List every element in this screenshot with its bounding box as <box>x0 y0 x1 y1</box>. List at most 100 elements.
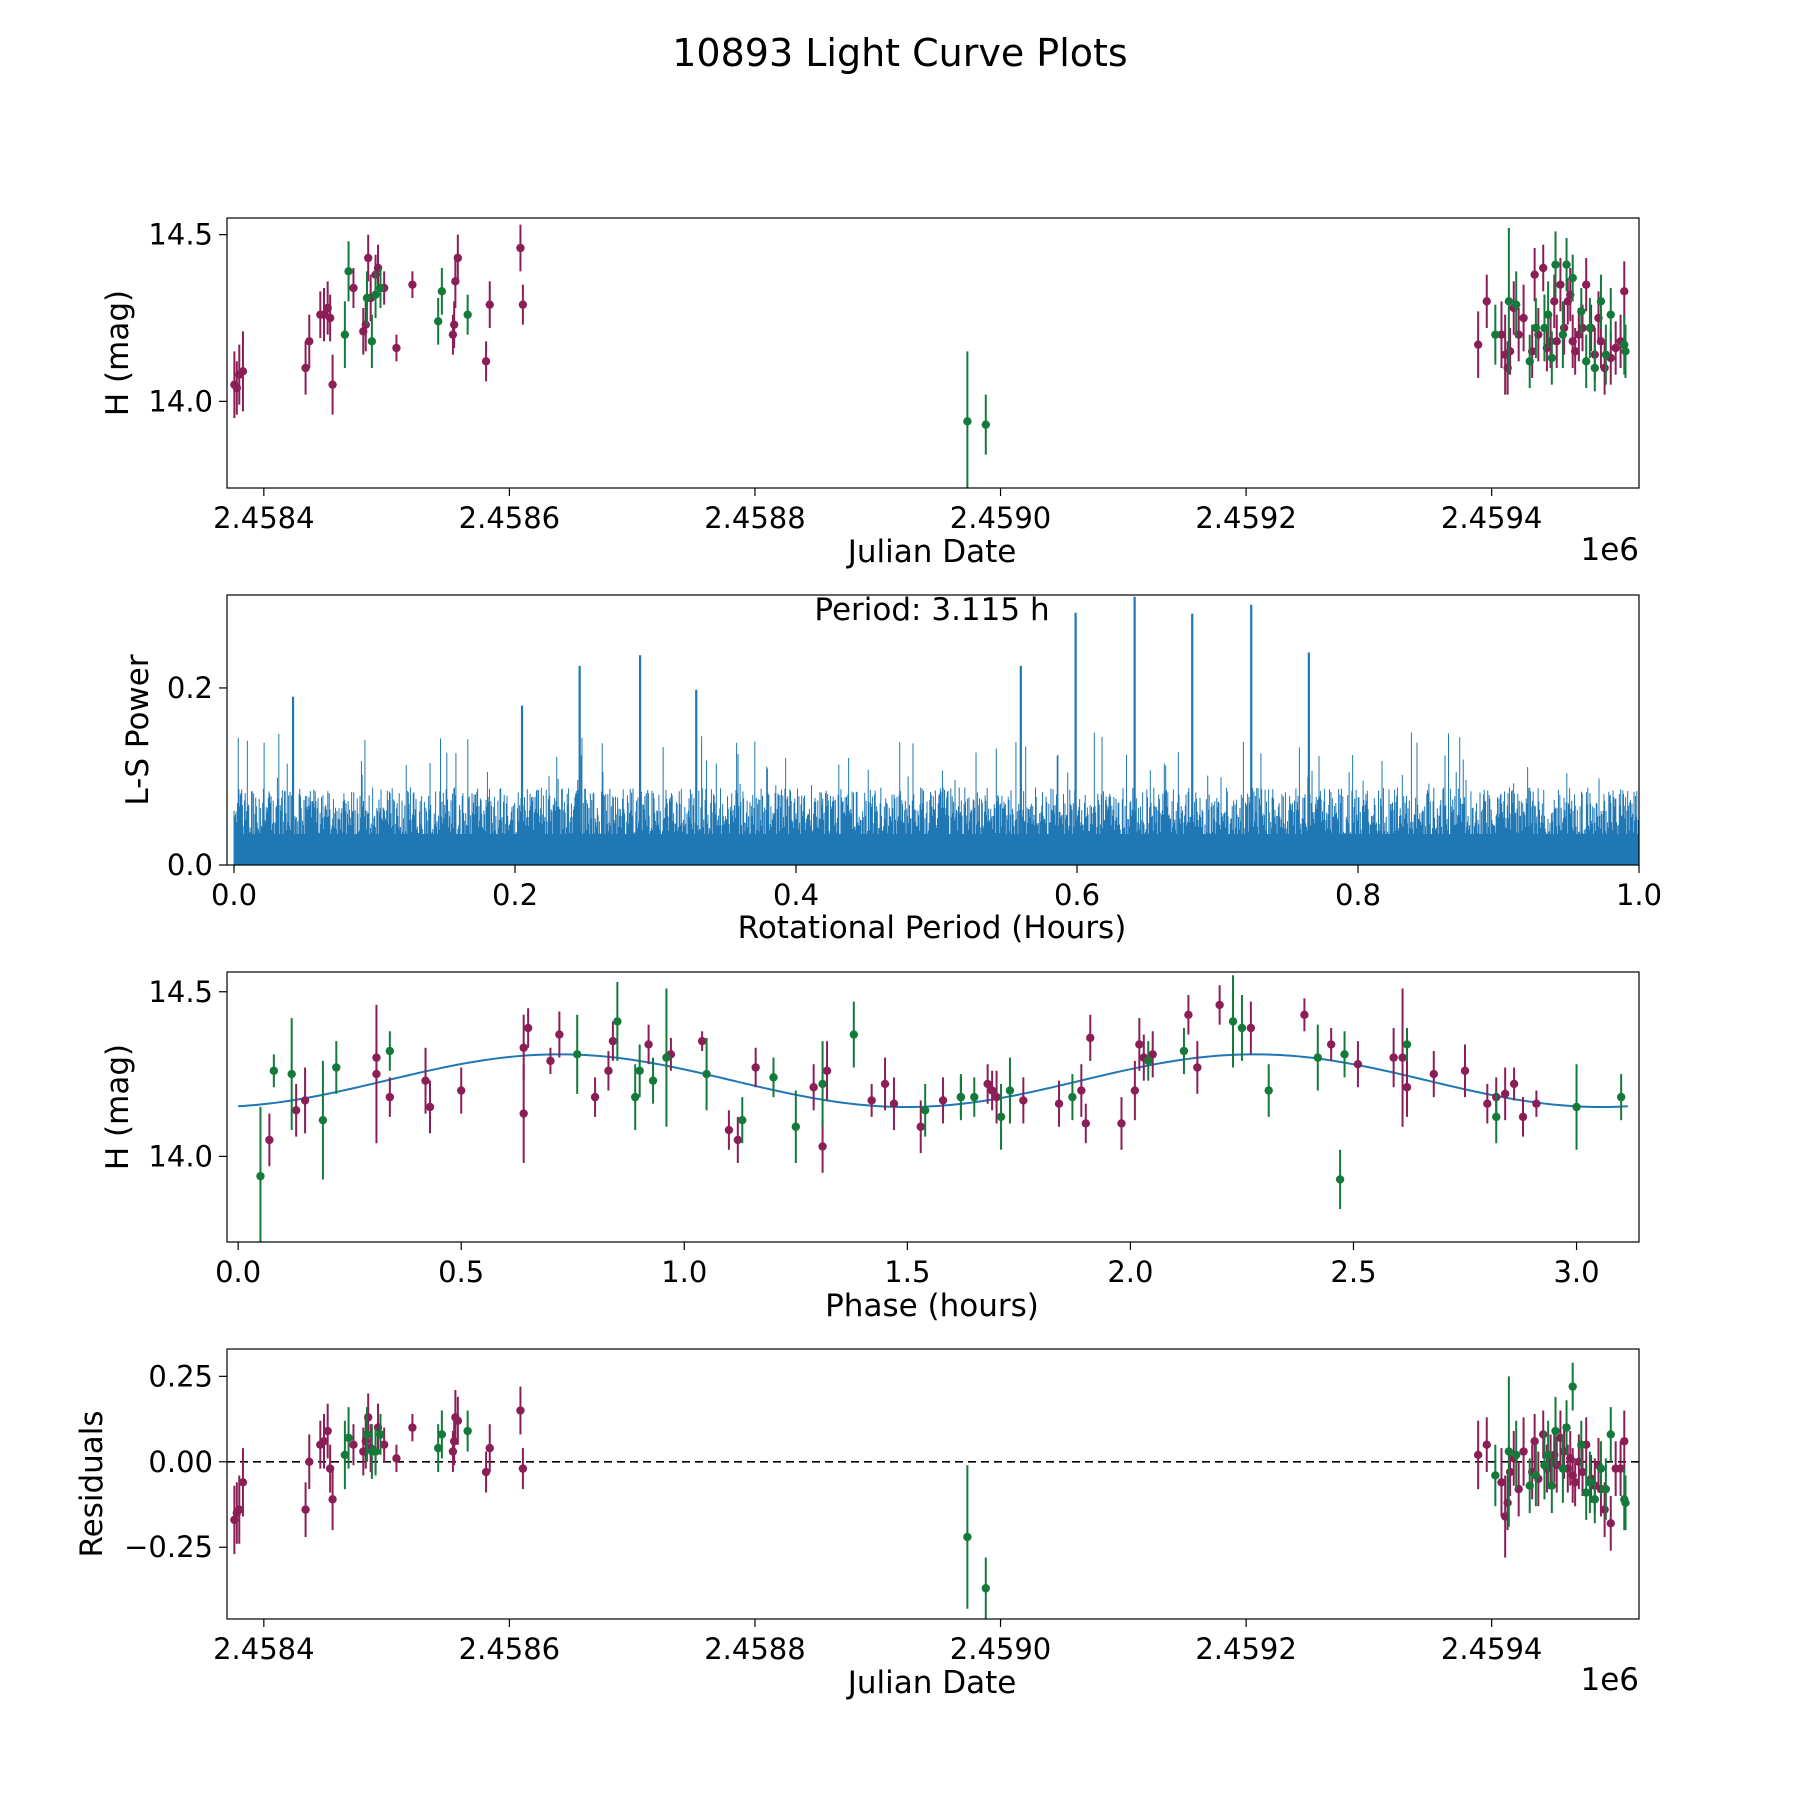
green-data-point <box>996 1112 1006 1122</box>
y-tick-label: 0.0 <box>167 848 213 882</box>
maroon-data-point <box>608 1036 618 1046</box>
maroon-data-point <box>1398 1053 1407 1062</box>
green-data-point <box>371 1447 380 1456</box>
periodogram-line <box>233 732 1640 865</box>
green-data-point <box>635 1066 644 1075</box>
green-data-point <box>318 1115 328 1125</box>
maroon-data-point <box>1532 1099 1541 1108</box>
maroon-data-point <box>1402 1083 1412 1092</box>
maroon-data-point <box>880 1079 890 1089</box>
green-data-point <box>1577 307 1586 316</box>
green-data-point <box>463 1426 472 1436</box>
maroon-data-point <box>1148 1050 1157 1059</box>
maroon-data-point <box>938 1096 948 1105</box>
x-tick-label: 0.2 <box>492 878 538 912</box>
green-data-point <box>362 293 372 303</box>
green-data-point <box>287 1069 296 1079</box>
y-tick-label: 14.5 <box>148 975 213 1009</box>
maroon-data-point <box>238 367 248 376</box>
maroon-data-point <box>361 320 370 329</box>
maroon-data-point <box>1505 347 1515 356</box>
maroon-data-point <box>1582 280 1591 289</box>
green-data-point <box>1562 1423 1571 1432</box>
maroon-data-point <box>485 1443 494 1453</box>
maroon-data-point <box>1530 270 1539 279</box>
green-data-point <box>1512 300 1521 309</box>
green-data-point <box>340 330 350 339</box>
green-data-point <box>269 1066 279 1075</box>
x-tick-label: 2.4594 <box>1441 1632 1542 1666</box>
maroon-data-point <box>1482 1440 1491 1449</box>
green-data-point <box>1512 1450 1521 1460</box>
residuals-offset-label: 1e6 <box>1580 1662 1639 1698</box>
maroon-data-point <box>328 380 337 389</box>
maroon-data-point <box>1300 1010 1309 1020</box>
maroon-data-point <box>238 1478 248 1487</box>
green-data-point <box>437 1430 447 1439</box>
lightcurve-frame <box>226 217 1640 489</box>
lightcurve-panel: 2.4584 2.4586 2.4588 2.4590 2.4592 2.4594 14.0… <box>100 217 1640 570</box>
green-data-point <box>1562 260 1571 269</box>
maroon-data-point <box>1518 1112 1528 1122</box>
green-data-point <box>1340 1050 1349 1059</box>
residuals-xlabel: Julian Date <box>846 1665 1017 1701</box>
green-data-point <box>981 1584 990 1593</box>
maroon-data-point <box>1246 1023 1256 1033</box>
maroon-data-point <box>889 1099 899 1108</box>
residuals-marks <box>227 1362 1639 1619</box>
maroon-data-point <box>1570 347 1580 356</box>
green-data-point <box>1621 1498 1630 1507</box>
maroon-data-point <box>301 363 310 373</box>
x-tick-label: 2.4590 <box>950 1632 1051 1666</box>
maroon-data-point <box>425 1102 435 1112</box>
maroon-data-point <box>1019 1096 1028 1105</box>
green-data-point <box>344 267 353 276</box>
green-data-point <box>1601 350 1611 359</box>
green-data-point <box>385 1046 395 1056</box>
fit-curve <box>238 1053 1628 1109</box>
green-data-point <box>1491 1471 1500 1480</box>
maroon-data-point <box>1519 1447 1528 1456</box>
lightcurve-ticks: 2.4584 2.4586 2.4588 2.4590 2.4592 2.4594 14.0… <box>148 218 1542 535</box>
maroon-data-point <box>1482 297 1491 306</box>
green-data-point <box>1582 1488 1591 1497</box>
maroon-data-point <box>516 1406 525 1415</box>
maroon-data-point <box>916 1122 925 1131</box>
green-data-point <box>1606 1430 1615 1439</box>
residuals-ticks: 2.4584 2.4586 2.4588 2.4590 2.4592 2.4594 −0.2… <box>124 1359 1542 1666</box>
maroon-data-point <box>408 280 417 289</box>
periodogram-xlabel: Rotational Period (Hours) <box>738 910 1127 946</box>
maroon-data-point <box>1570 1478 1580 1487</box>
maroon-data-point <box>724 1125 734 1135</box>
maroon-data-point <box>1497 330 1506 339</box>
phase-fold-panel: 0.0 0.5 1.0 1.5 2.0 2.5 3.0 14.0 14.5 Phase (hou… <box>100 971 1640 1324</box>
green-data-point <box>344 1433 353 1443</box>
maroon-data-point <box>1193 1063 1202 1072</box>
periodogram-marks <box>233 596 1640 865</box>
x-tick-label: 0.5 <box>438 1255 484 1289</box>
maroon-data-point <box>291 1106 301 1115</box>
maroon-data-point <box>518 300 528 309</box>
green-data-point <box>1068 1092 1077 1102</box>
green-data-point <box>376 283 385 293</box>
maroon-data-point <box>265 1135 274 1145</box>
maroon-data-point <box>421 1076 430 1085</box>
maroon-data-point <box>1077 1086 1086 1095</box>
y-tick-label: 0.00 <box>148 1445 213 1479</box>
x-tick-label: 2.4584 <box>213 1632 314 1666</box>
maroon-data-point <box>1539 1430 1548 1439</box>
maroon-data-point <box>1326 1040 1336 1049</box>
maroon-data-point <box>301 1505 310 1514</box>
maroon-data-point <box>364 253 373 263</box>
x-tick-label: 1.0 <box>1616 878 1662 912</box>
phase-fold-ylabel: H (mag) <box>100 1044 136 1170</box>
x-tick-label: 2.4584 <box>213 501 314 535</box>
green-data-point <box>970 1092 979 1102</box>
x-tick-label: 2.4594 <box>1441 501 1542 535</box>
green-data-point <box>1596 297 1606 306</box>
green-data-point <box>963 417 972 426</box>
phase-fold-xlabel: Phase (hours) <box>825 1288 1039 1324</box>
green-data-point <box>1237 1023 1247 1033</box>
residuals-frame <box>226 1348 1640 1620</box>
x-tick-label: 2.4592 <box>1195 501 1296 535</box>
